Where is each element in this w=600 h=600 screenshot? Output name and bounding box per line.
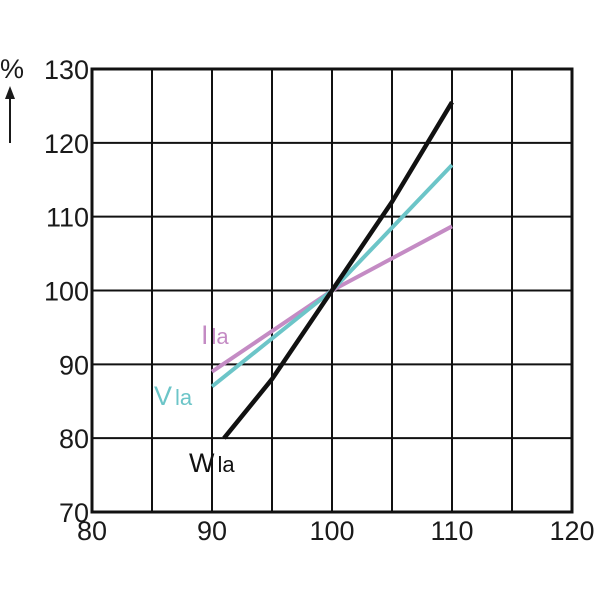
y-tick-label: 90	[59, 350, 89, 380]
y-tick-label: 120	[44, 129, 89, 159]
x-tick-label: 90	[197, 516, 227, 546]
plot-frame	[90, 67, 574, 514]
y-tick-label: 80	[59, 424, 89, 454]
x-tick-label: 80	[77, 516, 107, 546]
y-tick-labels: 70 80 90 100 110 120 130	[44, 55, 89, 528]
up-arrow-icon	[5, 86, 15, 143]
series-lines	[210, 101, 454, 440]
y-tick-label: 70	[59, 498, 89, 528]
y-tick-label: 100	[44, 277, 89, 307]
series-line-wla	[222, 101, 454, 440]
x-tick-labels: 80 90 100 110 120	[77, 516, 595, 546]
y-tick-label: 110	[46, 203, 89, 233]
x-tick-label: 110	[430, 516, 473, 546]
x-tick-label: 100	[309, 516, 354, 546]
x-tick-label: 120	[549, 516, 594, 546]
y-tick-label: 130	[44, 55, 89, 85]
grid	[92, 69, 572, 512]
y-axis-unit: %	[0, 54, 24, 84]
